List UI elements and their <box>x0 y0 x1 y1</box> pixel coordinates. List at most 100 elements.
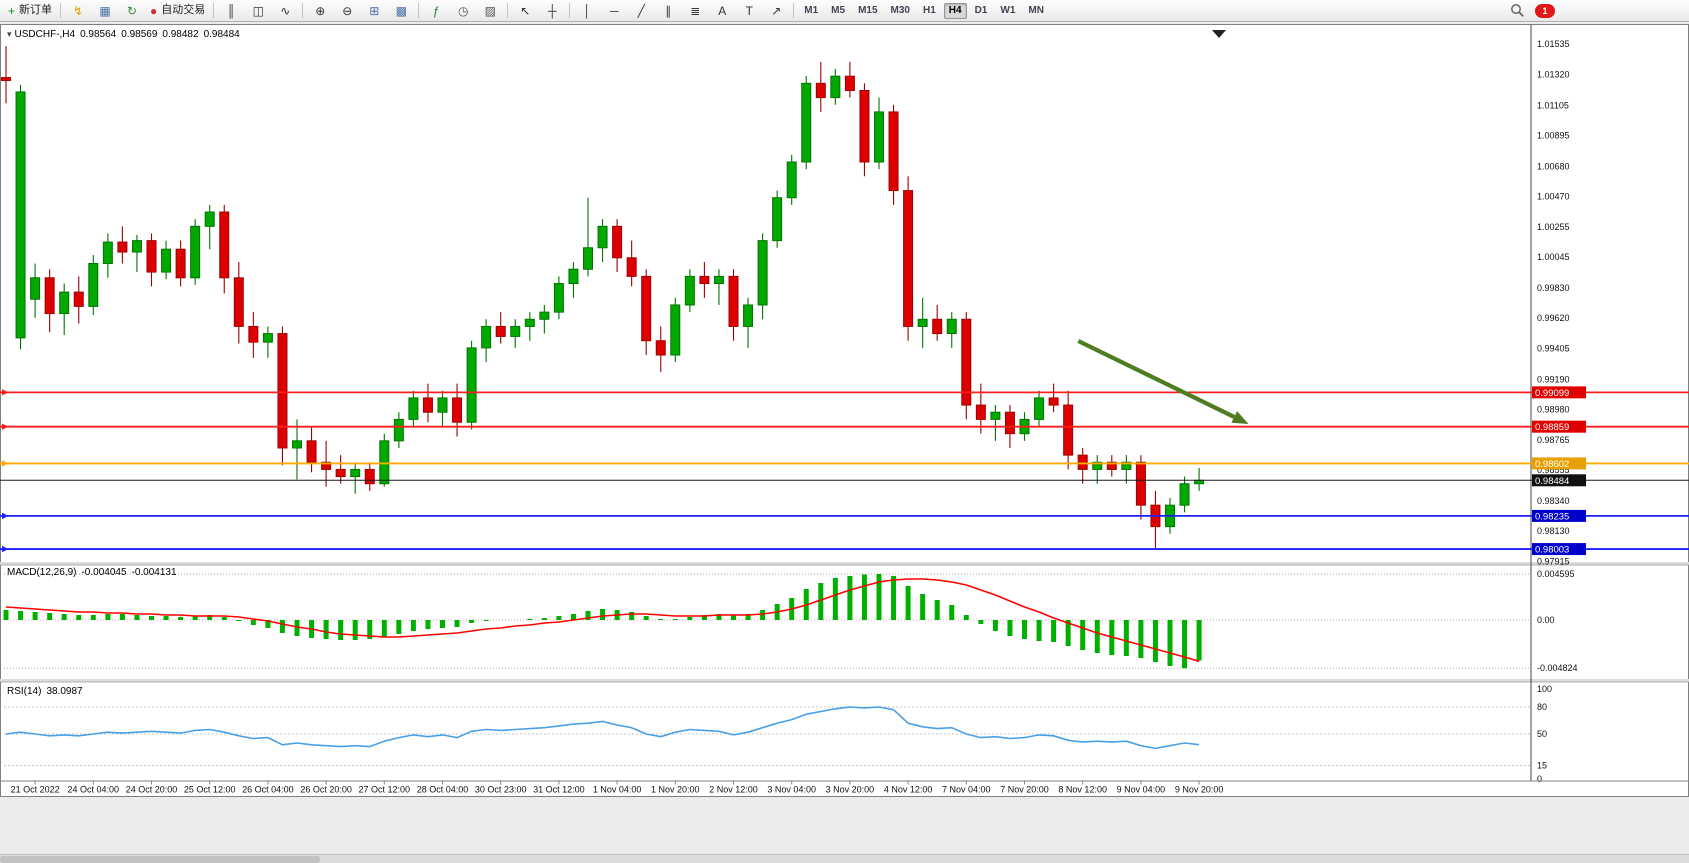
candle-body <box>350 468 361 478</box>
templates-button[interactable]: ▨ <box>477 1 503 21</box>
svg-text:24 Oct 20:00: 24 Oct 20:00 <box>126 785 178 795</box>
candle-body <box>219 211 230 279</box>
timeframe-m5[interactable]: M5 <box>831 4 846 16</box>
candle-body <box>161 248 172 273</box>
candle-body <box>1092 461 1103 470</box>
label-button[interactable]: T <box>736 1 762 21</box>
autotrading-button[interactable]: ● 自动交易 <box>146 1 209 21</box>
candle-body <box>655 340 666 356</box>
candle-body <box>1048 397 1059 406</box>
trend-arrow-annotation[interactable] <box>1077 339 1249 424</box>
support-line-2-badge: 0.98003 <box>1532 543 1586 556</box>
candle-body <box>1106 461 1117 470</box>
svg-text:0.98602: 0.98602 <box>1535 459 1569 470</box>
candle-body <box>15 91 26 339</box>
svg-text:1.01535: 1.01535 <box>1537 39 1570 49</box>
crosshair-glyph: ┼ <box>548 3 557 18</box>
timeframe-mn[interactable]: MN <box>1028 4 1044 16</box>
zoom-in-button[interactable]: ⊕ <box>307 1 333 21</box>
candle-body <box>364 468 375 485</box>
candle-body <box>786 161 797 199</box>
timeframe-h1[interactable]: H1 <box>922 4 936 16</box>
panel-splitter[interactable] <box>0 679 1689 682</box>
svg-text:0.99190: 0.99190 <box>1537 374 1570 384</box>
candle-body <box>699 275 710 285</box>
new-order-glyph: + <box>8 3 16 18</box>
timeframe-w1[interactable]: W1 <box>1000 4 1016 16</box>
candle-body <box>1121 461 1132 470</box>
quote-high: 0.98569 <box>121 29 158 40</box>
rsi-panel: 100 80 50 15 0 <box>4 684 1552 784</box>
crosshair-button[interactable]: ┼ <box>539 1 565 21</box>
trendline-button[interactable]: ╱ <box>628 1 654 21</box>
svg-text:30 Oct 23:00: 30 Oct 23:00 <box>475 785 527 795</box>
candle-body <box>321 461 332 470</box>
bar-chart-button[interactable]: ║ <box>218 1 244 21</box>
timeframe-m30[interactable]: M30 <box>890 4 910 16</box>
svg-text:0.97915: 0.97915 <box>1537 557 1570 567</box>
time-axis: 21 Oct 2022 24 Oct 04:00 24 Oct 20:00 25 Oc… <box>0 780 1689 795</box>
candlestick-button[interactable]: ◫ <box>245 1 271 21</box>
collapse-icon: ▾ <box>7 29 12 39</box>
text-button[interactable]: A <box>709 1 735 21</box>
fibonacci-button[interactable]: ≣ <box>682 1 708 21</box>
svg-text:4 Nov 12:00: 4 Nov 12:00 <box>884 785 933 795</box>
svg-text:1.00045: 1.00045 <box>1537 252 1570 262</box>
candle-body <box>408 397 419 420</box>
scrollbar-thumb[interactable] <box>0 856 320 863</box>
timeframe-m1[interactable]: M1 <box>804 4 819 16</box>
svg-text:26 Oct 20:00: 26 Oct 20:00 <box>300 785 352 795</box>
candle-body <box>1077 454 1088 470</box>
candle-body <box>713 275 724 285</box>
toolbar-separator <box>793 3 795 18</box>
horizontal-scrollbar[interactable] <box>0 854 1689 863</box>
zoom-out-button[interactable]: ⊖ <box>334 1 360 21</box>
cascade-windows-button[interactable]: ▩ <box>388 1 414 21</box>
quote-close: 0.98484 <box>203 29 240 40</box>
candle-body <box>1 77 11 81</box>
arrows-button[interactable]: ↗ <box>763 1 789 21</box>
candle-body <box>44 277 55 315</box>
svg-text:0.98980: 0.98980 <box>1537 404 1570 414</box>
channel-button[interactable]: ∥ <box>655 1 681 21</box>
timeframe-m15[interactable]: M15 <box>858 4 878 16</box>
timeframe-d1[interactable]: D1 <box>974 4 988 16</box>
cursor-glyph: ↖ <box>520 3 531 18</box>
candle-body <box>1194 479 1205 485</box>
svg-text:31 Oct 12:00: 31 Oct 12:00 <box>533 785 585 795</box>
candle-body <box>626 257 637 277</box>
new-order-button[interactable]: + 新订单 <box>4 1 56 21</box>
candle-body <box>481 325 492 349</box>
line-chart-button[interactable]: ∿ <box>272 1 298 21</box>
resistance-line-1-badge: 0.99099 <box>1532 386 1586 399</box>
svg-text:27 Oct 12:00: 27 Oct 12:00 <box>359 785 411 795</box>
candle-body <box>102 241 113 265</box>
svg-text:1 Nov 20:00: 1 Nov 20:00 <box>651 785 700 795</box>
svg-text:100: 100 <box>1537 684 1552 694</box>
period-clock-icon[interactable]: ◷ <box>450 1 476 21</box>
candle-body <box>1179 483 1190 506</box>
tile-windows-button[interactable]: ⊞ <box>361 1 387 21</box>
panel-splitter[interactable] <box>0 562 1689 565</box>
toolbar-separator <box>569 3 571 18</box>
candle-body <box>73 291 84 307</box>
pivot-line-marker <box>2 460 9 467</box>
refresh-icon[interactable]: ↻ <box>119 1 145 21</box>
svg-text:50: 50 <box>1537 729 1547 739</box>
cursor-button[interactable]: ↖ <box>512 1 538 21</box>
toolbar-separator <box>302 3 304 18</box>
refresh-icon-glyph: ↻ <box>126 3 138 18</box>
macd-signal-value: -0.004131 <box>131 567 177 578</box>
candle-body <box>975 404 986 420</box>
indicators-button[interactable]: ƒ <box>423 1 449 21</box>
vertical-line-button[interactable]: │ <box>574 1 600 21</box>
svg-text:-0.004824: -0.004824 <box>1537 663 1578 673</box>
lightning-icon[interactable]: ↯ <box>65 1 91 21</box>
horizontal-line-button[interactable]: ─ <box>601 1 627 21</box>
timeframe-h4[interactable]: H4 <box>943 2 967 19</box>
search-icon[interactable] <box>1510 3 1525 18</box>
charts-grid-icon[interactable]: ▦ <box>92 1 118 21</box>
notification-badge[interactable]: 1 <box>1535 3 1555 18</box>
chart-shift-marker[interactable] <box>1212 30 1226 38</box>
